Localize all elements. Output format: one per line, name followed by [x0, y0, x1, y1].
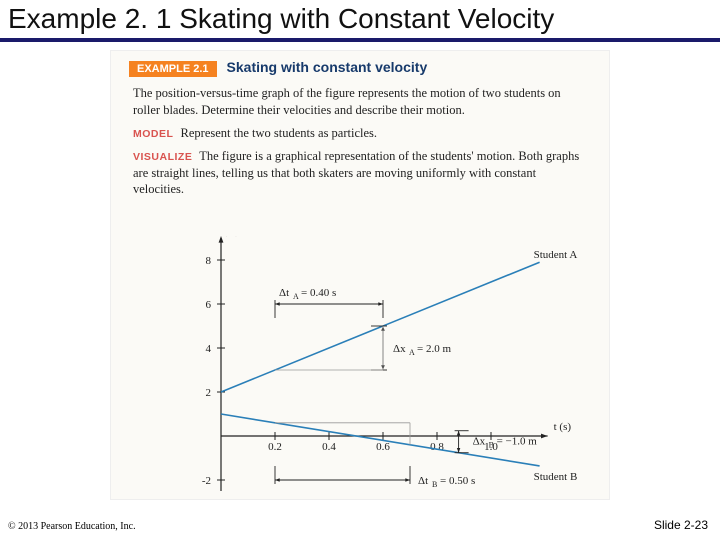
visualize-section: VISUALIZE The figure is a graphical repr…	[111, 144, 609, 201]
svg-text:= −1.0 m: = −1.0 m	[497, 436, 538, 448]
visualize-text: The figure is a graphical representation…	[133, 149, 579, 197]
model-label: MODEL	[133, 128, 173, 140]
figure-box: EXAMPLE 2.1 Skating with constant veloci…	[110, 50, 610, 500]
svg-text:2: 2	[206, 387, 212, 399]
svg-text:8: 8	[206, 255, 212, 267]
svg-text:A: A	[293, 292, 299, 301]
svg-text:= 0.50 s: = 0.50 s	[440, 475, 475, 487]
chart-area: -224680.20.40.60.81.0x (m)t (s)Student A…	[151, 236, 581, 486]
svg-text:= 0.40 s: = 0.40 s	[301, 287, 336, 299]
svg-text:0.4: 0.4	[322, 441, 336, 453]
footer-copyright: © 2013 Pearson Education, Inc.	[8, 521, 136, 532]
svg-text:A: A	[409, 348, 415, 357]
svg-text:Student A: Student A	[534, 249, 578, 261]
svg-text:Δt: Δt	[418, 475, 428, 487]
svg-text:t (s): t (s)	[554, 421, 572, 433]
svg-text:6: 6	[206, 299, 212, 311]
intro-text: The position-versus-time graph of the fi…	[111, 81, 609, 121]
svg-text:4: 4	[206, 343, 212, 355]
model-text: Represent the two students as particles.	[181, 126, 377, 140]
svg-text:-2: -2	[202, 475, 211, 487]
page-title: Example 2. 1 Skating with Constant Veloc…	[8, 3, 554, 35]
svg-text:Δx: Δx	[473, 436, 486, 448]
example-title: Skating with constant velocity	[227, 59, 428, 75]
svg-text:0.6: 0.6	[376, 441, 390, 453]
model-section: MODEL Represent the two students as part…	[111, 121, 609, 144]
example-tag: EXAMPLE 2.1	[129, 61, 217, 77]
visualize-label: VISUALIZE	[133, 151, 192, 163]
svg-text:= 2.0 m: = 2.0 m	[417, 343, 451, 355]
svg-text:B: B	[432, 480, 437, 489]
figure-header: EXAMPLE 2.1 Skating with constant veloci…	[111, 51, 609, 81]
svg-text:Δx: Δx	[393, 343, 406, 355]
svg-text:0.2: 0.2	[268, 441, 282, 453]
footer-slide: Slide 2-23	[654, 518, 708, 532]
chart-svg: -224680.20.40.60.81.0x (m)t (s)Student A…	[151, 236, 581, 496]
svg-text:Δt: Δt	[279, 287, 289, 299]
svg-text:x (m): x (m)	[215, 236, 239, 237]
svg-text:B: B	[489, 441, 494, 450]
title-bar: Example 2. 1 Skating with Constant Veloc…	[0, 0, 720, 42]
svg-text:Student B: Student B	[534, 471, 578, 483]
svg-text:0.8: 0.8	[430, 441, 444, 453]
